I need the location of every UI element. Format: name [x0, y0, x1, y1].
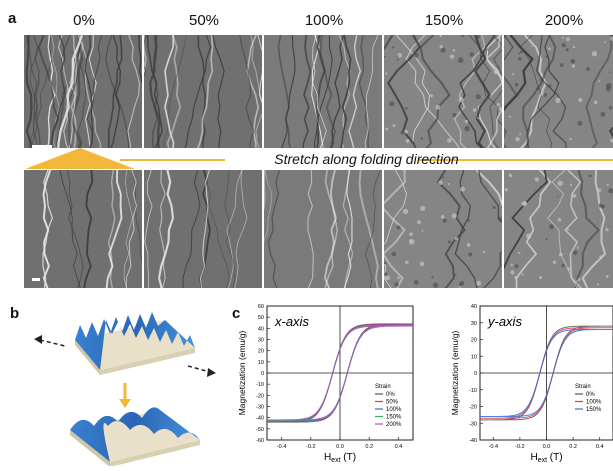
scale-bar: [32, 145, 52, 148]
sem-image-r0-c3: [384, 35, 502, 148]
y-tick-label: -10: [469, 388, 477, 394]
x-tick-label: -0.2: [306, 444, 315, 450]
y-tick-label: 60: [258, 304, 264, 310]
x-tick-label: 0.4: [395, 444, 403, 450]
legend-label: 150%: [386, 415, 402, 421]
y-tick-label: 10: [258, 360, 264, 366]
stretch-arrows: [34, 335, 216, 377]
sem-image-r1-c0: [24, 170, 142, 288]
sem-image-r1-c3: [384, 170, 502, 288]
y-tick-label: 10: [471, 354, 477, 360]
legend-title: Strain: [575, 384, 591, 390]
y-tick-label: 0: [261, 371, 264, 377]
y-tick-label: 40: [258, 326, 264, 332]
stretch-band: [120, 151, 613, 168]
x-tick-label: -0.4: [277, 444, 286, 450]
down-arrow-icon: [119, 383, 131, 408]
stretch-arrow-line-right: [418, 159, 613, 161]
x-tick-label: 0.2: [569, 444, 577, 450]
panel-a-letter: a: [8, 10, 17, 27]
legend-label: 200%: [386, 422, 402, 428]
y-tick-label: 30: [258, 338, 264, 344]
series-line-200pct: [267, 325, 413, 421]
y-tick-label: -30: [469, 421, 477, 427]
legend-label: 150%: [586, 407, 602, 413]
y-tick-label: 30: [471, 321, 477, 327]
y-tick-label: -40: [469, 438, 477, 444]
x-axis-label: Hext (T): [530, 452, 562, 464]
sem-image-r1-c2: [264, 170, 382, 288]
stretch-arrow-line-left: [120, 159, 225, 161]
y-axis-label: Magnetization (emu/g): [237, 331, 247, 416]
y-tick-label: 0: [474, 371, 477, 377]
chart-title: y-axis: [487, 314, 522, 329]
y-tick-label: 50: [258, 315, 264, 321]
strain-label-200: 200%: [544, 12, 584, 29]
y-tick-label: 20: [471, 338, 477, 344]
wrinkled-sheet-tight: [75, 312, 195, 375]
folding-schematic: [20, 300, 220, 467]
legend-label: 50%: [386, 400, 399, 406]
y-axis-label: Magnetization (emu/g): [450, 331, 460, 416]
legend-title: Strain: [375, 384, 391, 390]
y-tick-label: -50: [256, 427, 264, 433]
stretch-direction-label: Stretch along folding direction: [274, 151, 459, 167]
chart-x-axis: -60 -50 -40 -30 -20 -10 0 10 20 30 40 50 60 -0.4 -0.2 0…: [237, 304, 414, 464]
strain-label-150: 150%: [424, 12, 464, 29]
y-tick-label: -20: [469, 405, 477, 411]
y-tick-label: -20: [256, 393, 264, 399]
legend-label: 0%: [586, 392, 595, 398]
sem-image-r1-c1: [144, 170, 262, 288]
legend-label: 0%: [386, 392, 395, 398]
sem-image-r0-c0: [24, 35, 142, 148]
x-tick-label: -0.2: [515, 444, 524, 450]
sem-image-r0-c1: [144, 35, 262, 148]
strain-label-0: 0%: [73, 12, 95, 29]
x-axis-label: Hext (T): [324, 452, 356, 464]
y-tick-label: -10: [256, 382, 264, 388]
sem-image-r0-c2: [264, 35, 382, 148]
chart-y-axis: -40 -30 -20 -10 0 10 20 30 40 -0.4 -0.2 0.0 0.2 0.4 y-…: [450, 304, 613, 464]
scale-bar: [32, 278, 40, 281]
y-tick-label: 40: [471, 304, 477, 310]
legend-label: 100%: [386, 407, 402, 413]
strain-label-100: 100%: [304, 12, 344, 29]
panel-b-letter: b: [10, 305, 20, 322]
strain-label-50: 50%: [188, 12, 220, 29]
legend-label: 100%: [586, 400, 602, 406]
x-tick-label: 0.2: [365, 444, 373, 450]
x-tick-label: 0.4: [596, 444, 604, 450]
panel-c-letter: c: [232, 305, 241, 322]
sem-image-r1-c4: [504, 170, 613, 288]
x-tick-label: 0.0: [543, 444, 551, 450]
y-tick-label: 20: [258, 349, 264, 355]
sem-image-r0-c4: [504, 35, 613, 148]
y-tick-label: -60: [256, 438, 264, 444]
chart-title: x-axis: [274, 314, 309, 329]
stretch-triangle-arrow: [25, 148, 135, 170]
wrinkled-sheet-relaxed: [70, 407, 200, 467]
x-tick-label: -0.4: [489, 444, 498, 450]
x-tick-label: 0.0: [336, 444, 344, 450]
y-tick-label: -30: [256, 405, 264, 411]
y-tick-label: -40: [256, 416, 264, 422]
series-line-150pct: [480, 329, 613, 417]
